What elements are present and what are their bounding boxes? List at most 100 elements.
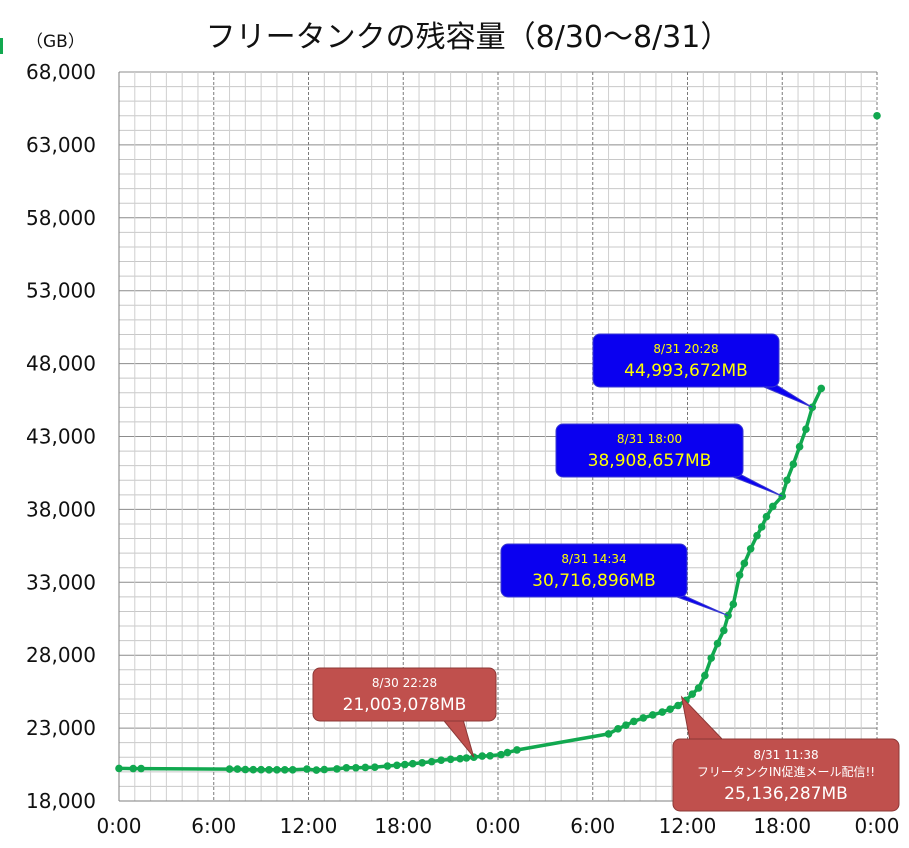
data-point [648,711,657,719]
y-tick-label: 28,000 [26,643,96,667]
data-point [639,714,648,722]
callout-time: 8/31 18:00 [617,432,682,446]
callout-value: 30,716,896MB [532,571,656,591]
data-point [352,763,360,772]
series [115,111,881,774]
data-point [241,765,250,774]
data-point [462,754,471,762]
data-point [401,760,409,769]
data-point [873,111,881,120]
data-point [383,762,392,770]
data-point [408,759,417,768]
data-point [817,384,826,393]
callout-value: 25,136,287MB [724,784,848,804]
data-point [783,476,791,485]
data-point [333,765,341,773]
x-tick-label: 18:00 [374,814,432,838]
data-point [740,559,749,568]
x-tick-label: 12:00 [659,814,717,838]
annotations: 8/30 22:28 21,003,078MB 8/31 14:34 30,716,8… [312,333,900,812]
data-point [604,730,613,738]
y-tick-label: 63,000 [26,133,96,157]
y-tick-label: 68,000 [26,60,96,84]
x-tick-label: 6:00 [570,814,615,838]
data-point [789,460,798,469]
data-point [418,759,427,767]
callout-time: 8/30 22:28 [372,676,437,690]
data-point [729,600,738,608]
data-point [257,765,265,774]
callout-red: 8/31 11:38 フリータンクIN促進メール配信!! 25,136,287MB [672,695,900,812]
data-point [486,752,494,760]
data-point [713,639,722,648]
data-point [288,765,297,774]
data-point [674,701,682,710]
data-point [249,765,258,774]
data-point [622,721,630,729]
data-point [265,765,273,774]
y-tick-label: 33,000 [26,570,96,594]
data-point [630,717,638,726]
callout-red: 8/30 22:28 21,003,078MB [312,667,497,758]
data-point [768,502,777,511]
x-tick-label: 0:00 [855,814,900,838]
data-point [707,654,715,662]
y-unit-label: （GB） [26,32,85,52]
data-point [393,761,401,770]
callout-time: 8/31 14:34 [561,552,626,566]
data-point [658,708,667,716]
x-tick-label: 6:00 [191,814,236,838]
data-point [701,671,709,680]
data-point [795,442,804,451]
data-point [273,765,281,774]
callout-note: フリータンクIN促進メール配信!! [697,765,875,779]
data-point [361,763,370,772]
axes: 18,000 23,000 28,000 33,000 38,000 43,000 48,0… [26,60,899,838]
callout-box [312,667,497,722]
data-point [720,626,728,635]
data-point [281,765,289,774]
x-tick-label: 0:00 [476,814,521,838]
data-point [735,571,744,579]
x-tick-label: 12:00 [280,814,338,838]
callout-time: 8/31 11:38 [753,748,818,762]
data-point [225,765,234,773]
y-tick-label: 58,000 [26,206,96,230]
chart-title: フリータンクの残容量（8/30〜8/31） [206,20,731,55]
callout-value: 44,993,672MB [624,361,748,381]
x-tick-label: 0:00 [97,814,142,838]
data-point [437,756,445,764]
data-point [303,765,311,773]
y-tick-label: 23,000 [26,716,96,740]
data-point [342,763,351,772]
callout-box [592,333,780,388]
frame-accent [0,38,3,54]
data-point [688,690,697,698]
y-tick-label: 53,000 [26,279,96,303]
data-point [614,725,622,733]
y-tick-label: 18,000 [26,789,96,813]
x-tick-label: 18:00 [753,814,811,838]
data-point [427,757,436,766]
callout-box [555,423,744,478]
callout-blue: 8/31 20:28 44,993,672MB [592,333,813,408]
data-point [129,764,138,773]
data-point [802,425,810,434]
data-point [746,544,755,553]
callout-time: 8/31 20:28 [653,342,718,356]
callout-value: 38,908,657MB [588,451,712,471]
data-point [320,765,329,774]
data-point [753,531,761,540]
data-point [757,523,766,531]
data-point [371,763,379,771]
callout-box [672,738,900,812]
data-point [513,746,521,754]
data-point [446,755,455,764]
data-point [478,752,487,760]
y-tick-label: 38,000 [26,497,96,521]
data-point [312,766,321,774]
data-point [137,764,145,773]
data-point [456,754,464,763]
callout-blue: 8/31 18:00 38,908,657MB [555,423,783,497]
